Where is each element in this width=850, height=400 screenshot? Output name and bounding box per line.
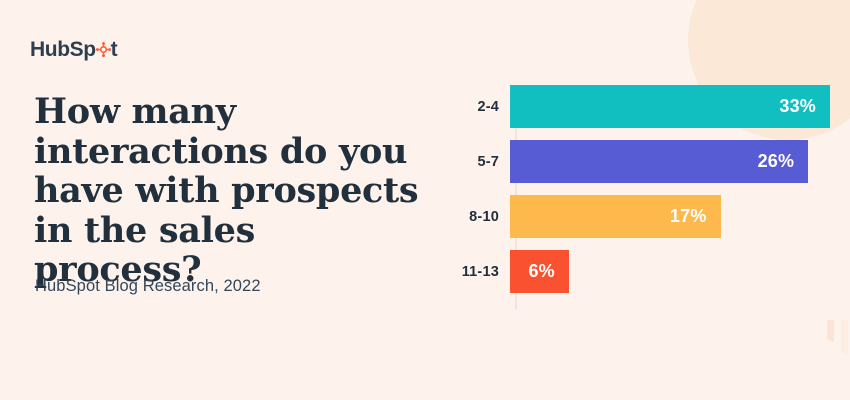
bar-value-label: 17%	[669, 206, 707, 226]
source-caption: HubSpot Blog Research, 2022	[35, 277, 261, 295]
bar-value-label: 6%	[528, 261, 555, 281]
logo-wordmark: HubSp t	[30, 37, 118, 61]
hubspot-logo: HubSp t	[30, 36, 118, 62]
bar-5-7[interactable]: 26%	[510, 140, 809, 183]
bar-11-13[interactable]: 6%	[510, 250, 569, 293]
bar-chart-row: 2-4 33%	[450, 85, 830, 128]
logo-text-before: HubSp	[30, 37, 96, 61]
bar-value-label: 33%	[779, 96, 816, 116]
bar-track: 33%	[510, 85, 830, 128]
decorative-arc	[0, 320, 834, 342]
logo-text-after: t	[110, 37, 118, 61]
bar-chart-rows: 2-4 33% 5-7 26% 8-10 17% 11-13 6%	[450, 85, 830, 305]
bar-8-10[interactable]: 17%	[510, 195, 721, 238]
bar-track: 26%	[510, 140, 830, 183]
hubspot-sprocket-icon	[95, 41, 111, 57]
bar-category-label: 2-4	[477, 98, 499, 115]
bar-chart-row: 11-13 6%	[450, 250, 830, 293]
bar-track: 6%	[510, 250, 830, 293]
decorative-arc-stripes	[0, 320, 850, 400]
bar-category-label: 5-7	[477, 153, 499, 170]
bar-chart: 2-4 33% 5-7 26% 8-10 17% 11-13 6%	[450, 85, 830, 315]
bar-category-label: 11-13	[461, 263, 499, 280]
bar-2-4[interactable]: 33%	[510, 85, 830, 128]
bar-category-label: 8-10	[469, 208, 499, 225]
bar-chart-row: 8-10 17%	[450, 195, 830, 238]
bar-value-label: 26%	[757, 151, 795, 171]
page-title: How many interactions do you have with p…	[34, 91, 419, 291]
bar-track: 17%	[510, 195, 830, 238]
bar-chart-row: 5-7 26%	[450, 140, 830, 183]
decorative-arc	[0, 320, 848, 355]
